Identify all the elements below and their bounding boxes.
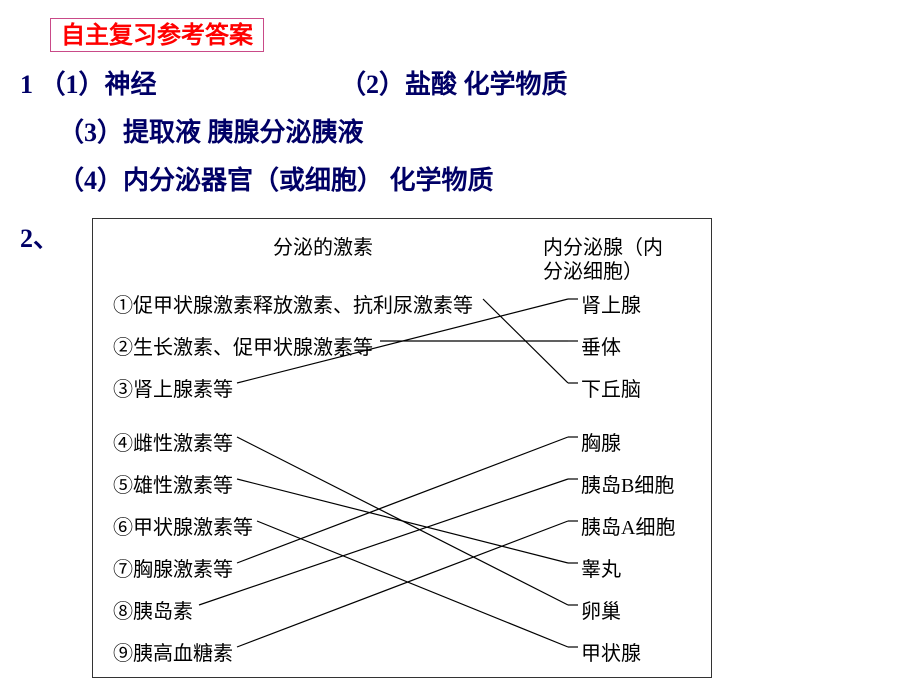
diagram-right-item: 胰岛A细胞 <box>581 511 675 540</box>
diagram-left-item: ④雌性激素等 <box>113 427 233 456</box>
diagram-left-item: ⑤雄性激素等 <box>113 469 233 498</box>
diagram-left-item: ③肾上腺素等 <box>113 373 233 402</box>
diagram-left-item: ②生长激素、促甲状腺激素等 <box>113 331 373 360</box>
answer-line: （2）盐酸 化学物质 <box>340 64 568 101</box>
diagram-left-item: ⑦胸腺激素等 <box>113 553 233 582</box>
q2-label: 2、 <box>20 218 59 255</box>
diagram-right-item: 垂体 <box>581 331 621 360</box>
diagram-left-item: ⑧胰岛素 <box>113 595 193 624</box>
diagram-right-item: 胰岛B细胞 <box>581 469 674 498</box>
title-text: 自主复习参考答案 <box>61 23 253 49</box>
answer-line: （4）内分泌器官（或细胞） 化学物质 <box>58 160 494 197</box>
matching-diagram: 分泌的激素 内分泌腺（内 分泌细胞） ①促甲状腺激素释放激素、抗利尿激素等②生长… <box>92 218 712 678</box>
title-box: 自主复习参考答案 <box>50 18 264 52</box>
answer-line: （3）提取液 胰腺分泌胰液 <box>58 112 364 149</box>
diagram-right-item: 卵巢 <box>581 595 621 624</box>
diagram-left-item: ⑥甲状腺激素等 <box>113 511 253 540</box>
diagram-right-item: 胸腺 <box>581 427 621 456</box>
diagram-right-item: 睾丸 <box>581 553 621 582</box>
diagram-right-item: 甲状腺 <box>581 637 641 666</box>
diagram-right-item: 下丘脑 <box>581 373 641 402</box>
answer-line: 1 （1）神经 <box>20 64 157 101</box>
diagram-left-item: ①促甲状腺激素释放激素、抗利尿激素等 <box>113 289 473 318</box>
diagram-right-item: 肾上腺 <box>581 289 641 318</box>
diagram-left-item: ⑨胰高血糖素 <box>113 637 233 666</box>
